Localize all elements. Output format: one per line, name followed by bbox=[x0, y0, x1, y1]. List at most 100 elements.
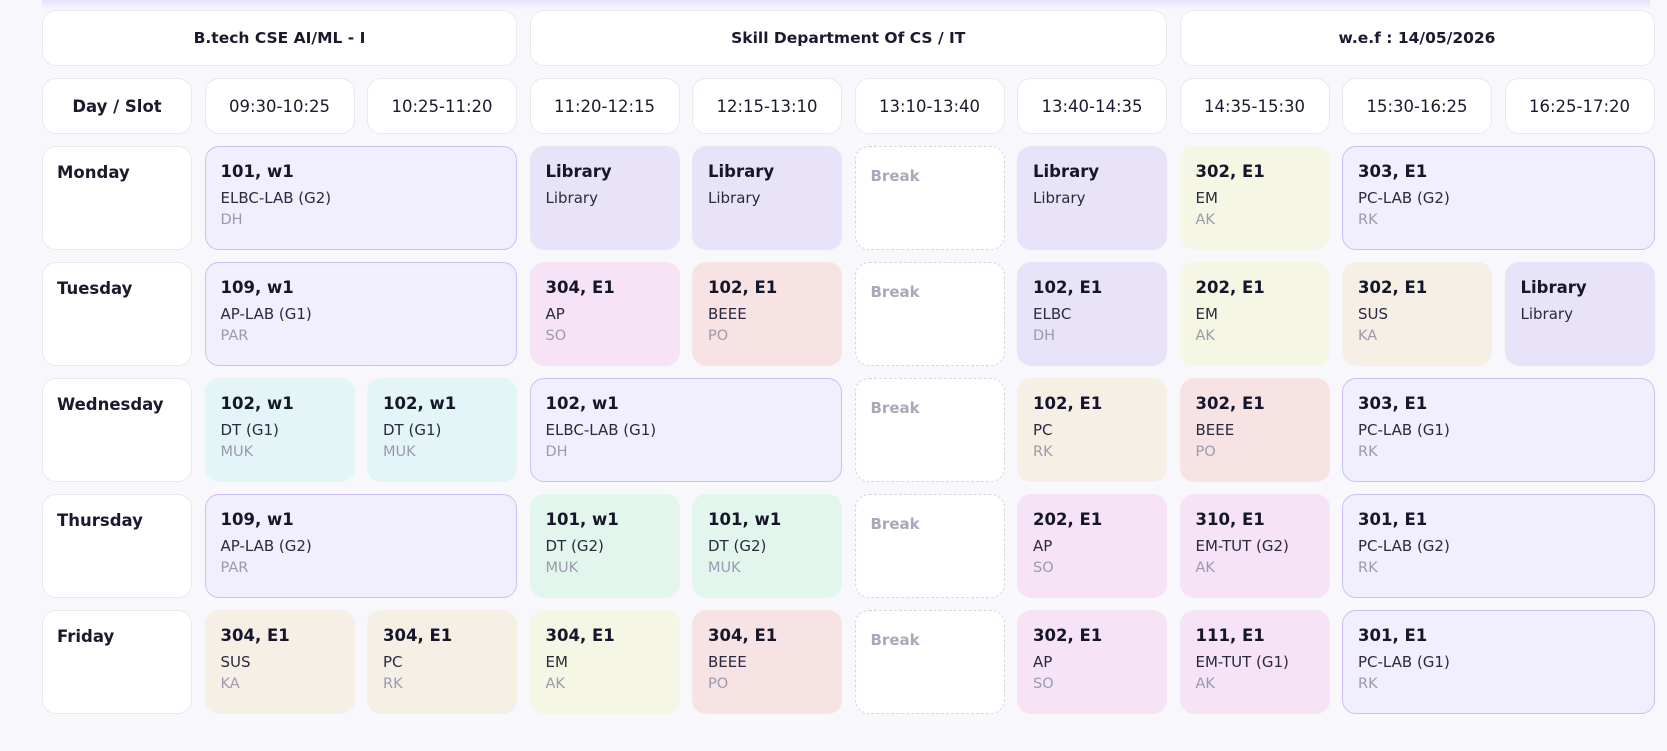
subject-label: DT (G2) bbox=[708, 537, 767, 555]
teacher-label: AK bbox=[545, 676, 565, 692]
day-label-wednesday: Wednesday bbox=[42, 378, 192, 482]
room-label: 302, E1 bbox=[1033, 626, 1103, 645]
class-cell[interactable]: 302, E1 BEEE PO bbox=[1179, 378, 1330, 482]
subject-label: AP-LAB (G2) bbox=[220, 537, 312, 555]
slot-header: 15:30-16:25 bbox=[1342, 78, 1492, 134]
program-title: B.tech CSE AI/ML - I bbox=[42, 10, 517, 66]
teacher-label: RK bbox=[1033, 444, 1053, 460]
teacher-label: PAR bbox=[220, 560, 249, 576]
room-label: 301, E1 bbox=[1358, 626, 1428, 645]
subject-label: BEEE bbox=[708, 305, 747, 323]
teacher-label: PAR bbox=[220, 328, 249, 344]
class-cell[interactable]: 102, E1 PC RK bbox=[1017, 378, 1167, 482]
subject-label: PC bbox=[383, 653, 403, 671]
slot-header: 16:25-17:20 bbox=[1504, 78, 1655, 134]
class-cell[interactable]: 102, E1 ELBC DH bbox=[1017, 262, 1167, 366]
class-cell[interactable]: 304, E1 AP SO bbox=[529, 262, 680, 366]
slot-header: 12:15-13:10 bbox=[692, 78, 842, 134]
room-label: 304, E1 bbox=[545, 626, 615, 645]
library-cell[interactable]: Library Library bbox=[692, 146, 842, 250]
subject-label: EM bbox=[545, 653, 568, 671]
teacher-label: RK bbox=[1358, 212, 1378, 228]
room-label: Library bbox=[1520, 278, 1587, 297]
class-cell[interactable]: 304, E1 EM AK bbox=[529, 610, 680, 714]
class-cell[interactable]: 301, E1 PC-LAB (G1) RK bbox=[1342, 610, 1655, 714]
room-label: 304, E1 bbox=[708, 626, 778, 645]
class-cell[interactable]: 102, w1 DT (G1) MUK bbox=[367, 378, 517, 482]
class-cell[interactable]: 304, E1 PC RK bbox=[367, 610, 517, 714]
room-label: Library bbox=[1033, 162, 1100, 181]
class-cell[interactable]: 102, E1 BEEE PO bbox=[692, 262, 842, 366]
slot-header: 14:35-15:30 bbox=[1179, 78, 1330, 134]
class-cell[interactable]: 301, E1 PC-LAB (G2) RK bbox=[1342, 494, 1655, 598]
department-title: Skill Department Of CS / IT bbox=[529, 10, 1167, 66]
room-label: 301, E1 bbox=[1358, 510, 1428, 529]
class-cell[interactable]: 102, w1 ELBC-LAB (G1) DH bbox=[529, 378, 842, 482]
class-cell[interactable]: 302, E1 EM AK bbox=[1179, 146, 1330, 250]
room-label: 304, E1 bbox=[545, 278, 615, 297]
teacher-label: DH bbox=[1033, 328, 1056, 344]
room-label: 102, w1 bbox=[545, 394, 619, 413]
room-label: 102, E1 bbox=[1033, 394, 1103, 413]
slot-header: 09:30-10:25 bbox=[204, 78, 355, 134]
break-cell: Break bbox=[854, 262, 1005, 366]
class-cell[interactable]: 304, E1 SUS KA bbox=[204, 610, 355, 714]
subject-label: PC bbox=[1033, 421, 1053, 439]
subject-label: DT (G2) bbox=[545, 537, 604, 555]
teacher-label: RK bbox=[383, 676, 403, 692]
class-cell[interactable]: 101, w1 DT (G2) MUK bbox=[692, 494, 842, 598]
class-cell[interactable]: 109, w1 AP-LAB (G1) PAR bbox=[204, 262, 517, 366]
class-cell[interactable]: 109, w1 AP-LAB (G2) PAR bbox=[204, 494, 517, 598]
room-label: 102, E1 bbox=[708, 278, 778, 297]
room-label: 102, w1 bbox=[220, 394, 294, 413]
room-label: 302, E1 bbox=[1195, 162, 1265, 181]
subject-label: Library bbox=[545, 189, 598, 207]
class-cell[interactable]: 302, E1 SUS KA bbox=[1342, 262, 1492, 366]
room-label: 109, w1 bbox=[220, 510, 294, 529]
class-cell[interactable]: 111, E1 EM-TUT (G1) AK bbox=[1179, 610, 1330, 714]
subject-label: Library bbox=[1033, 189, 1086, 207]
subject-label: Library bbox=[1520, 305, 1573, 323]
class-cell[interactable]: 101, w1 ELBC-LAB (G2) DH bbox=[204, 146, 517, 250]
class-cell[interactable]: 202, E1 AP SO bbox=[1017, 494, 1167, 598]
room-label: 101, w1 bbox=[220, 162, 294, 181]
subject-label: EM bbox=[1195, 305, 1218, 323]
subject-label: SUS bbox=[220, 653, 251, 671]
teacher-label: KA bbox=[1358, 328, 1378, 344]
teacher-label: RK bbox=[1358, 560, 1378, 576]
class-cell[interactable]: 304, E1 BEEE PO bbox=[692, 610, 842, 714]
class-cell[interactable]: 101, w1 DT (G2) MUK bbox=[529, 494, 680, 598]
class-cell[interactable]: 102, w1 DT (G1) MUK bbox=[204, 378, 355, 482]
break-cell: Break bbox=[854, 378, 1005, 482]
room-label: 303, E1 bbox=[1358, 394, 1428, 413]
timetable-grid: B.tech CSE AI/ML - I Skill Department Of… bbox=[42, 10, 1655, 714]
subject-label: ELBC-LAB (G1) bbox=[545, 421, 657, 439]
break-cell: Break bbox=[854, 146, 1005, 250]
class-cell[interactable]: 303, E1 PC-LAB (G2) RK bbox=[1342, 146, 1655, 250]
class-cell[interactable]: 202, E1 EM AK bbox=[1179, 262, 1330, 366]
subject-label: DT (G1) bbox=[383, 421, 442, 439]
library-cell[interactable]: Library Library bbox=[1017, 146, 1167, 250]
room-label: Library bbox=[708, 162, 775, 181]
room-label: 303, E1 bbox=[1358, 162, 1428, 181]
class-cell[interactable]: 310, E1 EM-TUT (G2) AK bbox=[1179, 494, 1330, 598]
slot-header: 13:40-14:35 bbox=[1017, 78, 1167, 134]
subject-label: AP bbox=[1033, 537, 1053, 555]
teacher-label: MUK bbox=[708, 560, 741, 576]
subject-label: PC-LAB (G2) bbox=[1358, 189, 1450, 207]
room-label: 109, w1 bbox=[220, 278, 294, 297]
subject-label: PC-LAB (G1) bbox=[1358, 653, 1450, 671]
subject-label: PC-LAB (G2) bbox=[1358, 537, 1450, 555]
slot-header: 10:25-11:20 bbox=[367, 78, 517, 134]
teacher-label: RK bbox=[1358, 444, 1378, 460]
teacher-label: SO bbox=[1033, 560, 1054, 576]
library-cell[interactable]: Library Library bbox=[529, 146, 680, 250]
slot-header: 13:10-13:40 bbox=[854, 78, 1005, 134]
library-cell[interactable]: Library Library bbox=[1504, 262, 1655, 366]
teacher-label: AK bbox=[1195, 676, 1215, 692]
class-cell[interactable]: 303, E1 PC-LAB (G1) RK bbox=[1342, 378, 1655, 482]
teacher-label: SO bbox=[545, 328, 567, 344]
effective-date: w.e.f : 14/05/2026 bbox=[1179, 10, 1655, 66]
teacher-label: MUK bbox=[545, 560, 579, 576]
class-cell[interactable]: 302, E1 AP SO bbox=[1017, 610, 1167, 714]
